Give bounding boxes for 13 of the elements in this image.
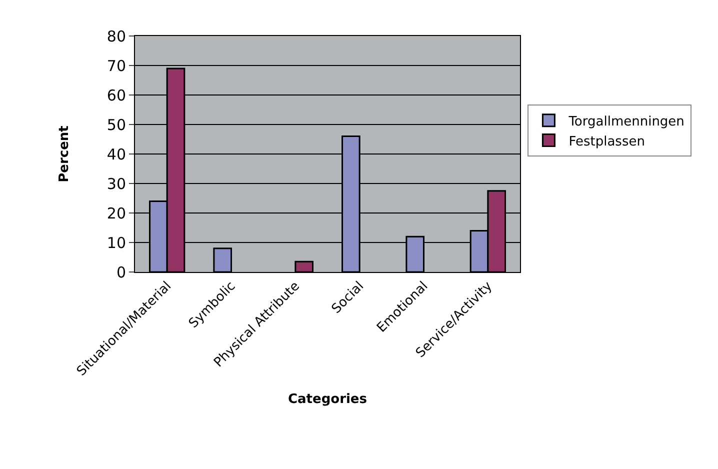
legend-label: Torgallmenningen [568, 114, 684, 130]
y-tick-label: 70 [106, 56, 126, 75]
y-tick-label: 20 [106, 204, 126, 222]
y-tick-label: 50 [106, 116, 126, 134]
y-tick-label: 10 [106, 234, 126, 252]
y-tick-label: 40 [106, 145, 126, 164]
y-axis-title: Percent [56, 126, 72, 182]
y-tick-label: 0 [116, 263, 126, 282]
y-tick-label: 30 [106, 174, 126, 193]
y-tick-label: 80 [106, 27, 126, 46]
y-tick-label: 60 [106, 86, 126, 104]
legend-label: Festplassen [568, 134, 645, 150]
x-axis-title: Categories [288, 392, 368, 407]
